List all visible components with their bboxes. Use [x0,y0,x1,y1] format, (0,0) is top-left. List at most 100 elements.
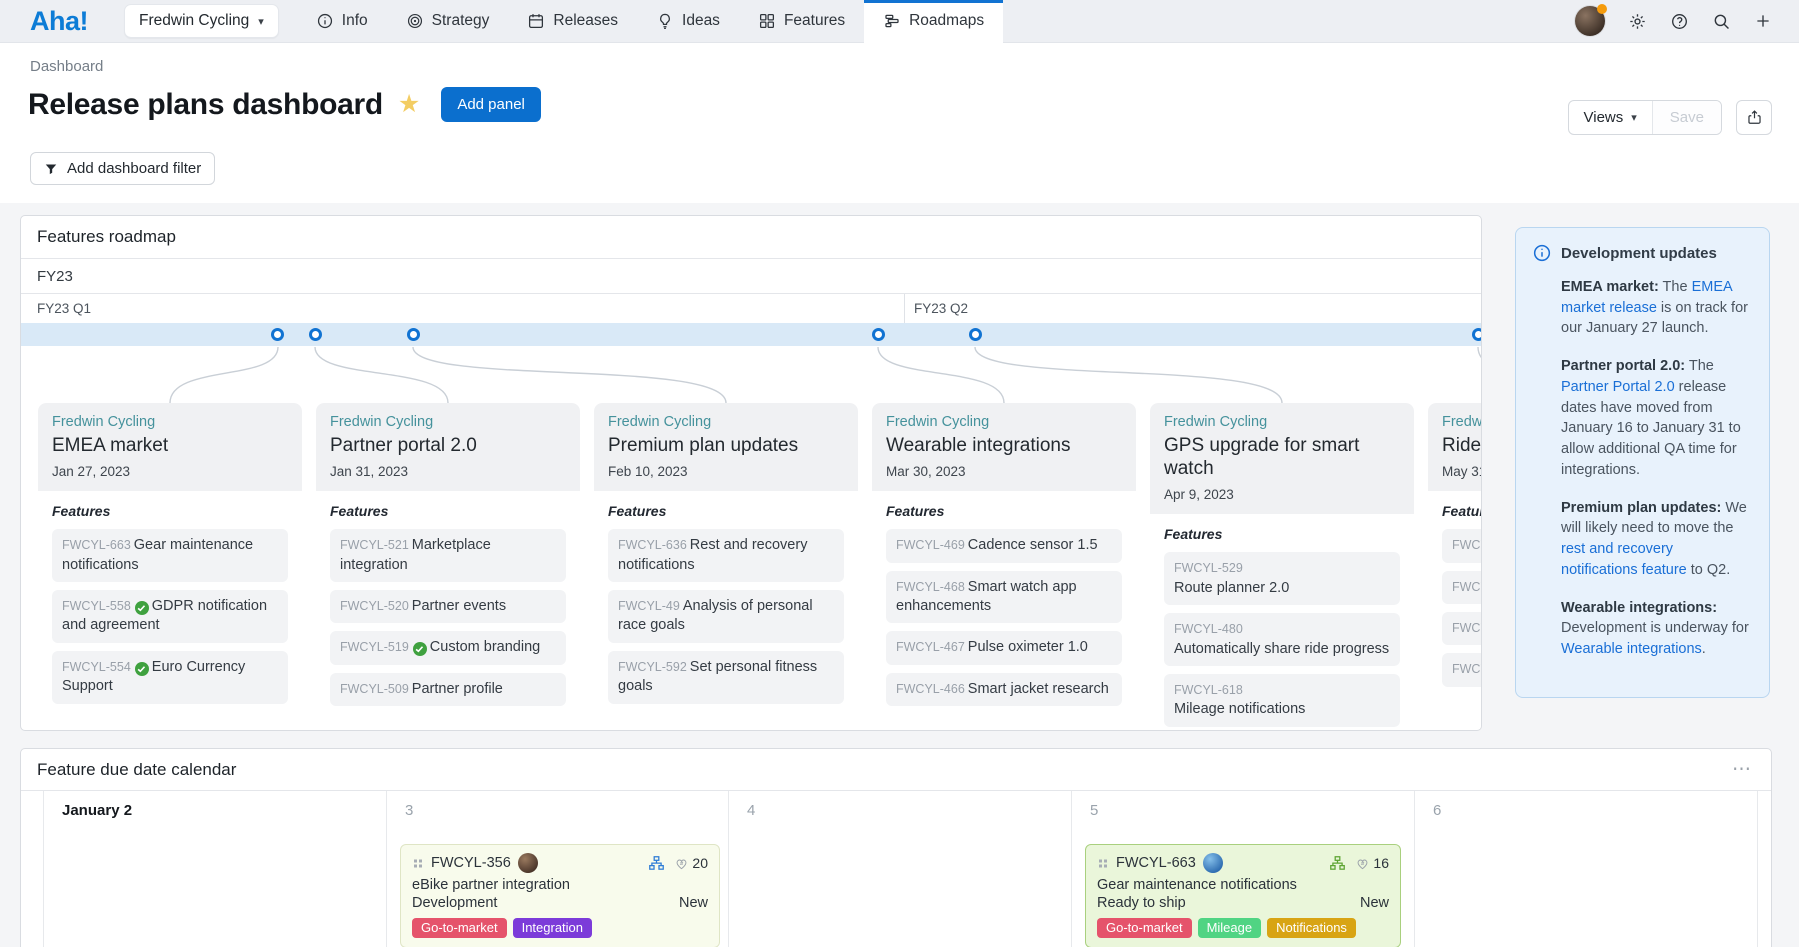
feature-name: Smart watch app enhancements [896,578,1077,615]
feature-item[interactable]: FWCYL-509 Partner profile [330,672,566,707]
feature-item[interactable]: FWCYL-520 Partner events [330,590,566,624]
feature-item[interactable]: FWCYL-558 GDPR notification and agreement [52,590,288,643]
nav-item-features[interactable]: Features [739,0,864,43]
release-name[interactable]: Premium plan updates [608,435,799,456]
update-text-segment: The [1658,279,1692,295]
milestone-marker[interactable] [969,328,982,341]
panel-menu-ellipsis-icon[interactable]: ⋯ [1732,759,1753,780]
feature-item[interactable]: FWCYL-529 Route planner 2.0 [1164,552,1400,606]
release-name[interactable]: EMEA market [52,435,169,456]
favorite-star-icon[interactable]: ★ [397,90,421,118]
sitemap-icon[interactable] [648,855,665,872]
release-name[interactable]: Partner portal 2.0 [330,435,477,456]
user-avatar[interactable] [1575,4,1607,36]
nav-item-roadmaps[interactable]: Roadmaps [864,0,1004,43]
save-button[interactable]: Save [1651,101,1721,134]
feature-item[interactable]: FWCYL-468 Smart watch app enhancements [886,570,1122,624]
release-project-link[interactable]: Fredwin Cycling [1164,414,1268,430]
release-card[interactable]: Fredwin Cycling Partner portal 2.0 Jan 3… [316,403,580,729]
add-panel-button[interactable]: Add panel [441,87,541,122]
feature-item[interactable]: FWCYL-467 Pulse oximeter 1.0 [886,631,1122,665]
plus-icon[interactable] [1754,12,1772,30]
tag-pill[interactable]: Integration [512,918,593,938]
update-text-segment: is on track for our January 27 launch. [1561,299,1748,337]
milestone-marker[interactable] [407,328,420,341]
feature-item[interactable]: FWCYL-6route [1442,529,1481,563]
status-badge: New [678,895,708,911]
release-name[interactable]: Rider [1442,435,1482,456]
release-project-link[interactable]: Fredwin Cycling [52,414,156,430]
aha-logo[interactable]: Aha! [30,5,89,36]
release-date: May 31, 2023 [1442,464,1481,480]
feature-item[interactable]: FWCYL-49 Analysis of personal race goals [608,590,844,643]
feature-item[interactable]: FWCYL-592 Set personal fitness goals [608,650,844,704]
feature-ref: FWCYL-592 [618,659,687,674]
fiscal-year-row: FY23 [21,259,1481,294]
release-project-link[interactable]: Fredwin Cycling [330,414,434,430]
calendar-feature-card[interactable]: FWCYL-663 16 Gear maintenance notificati… [1085,844,1401,947]
lightbulb-icon [656,12,674,30]
tag-pill[interactable]: Mileage [1197,918,1262,938]
assignee-avatar[interactable] [517,853,538,873]
tag-pill[interactable]: Notifications [1267,918,1356,938]
release-project-link[interactable]: Fredwin Cycling [1442,414,1482,430]
drag-handle-icon[interactable] [412,857,424,869]
feature-item[interactable]: FWCYL-466 Smart jacket research [886,672,1122,707]
views-dropdown[interactable]: Views ▾ [1569,101,1652,134]
release-card[interactable]: Fredwin Cycling EMEA market Jan 27, 2023… [38,403,302,729]
nav-item-strategy[interactable]: Strategy [387,0,509,43]
tag-pill[interactable]: Go-to-market [412,918,507,938]
feature-item[interactable]: FWCYL-521 Marketplace integration [330,529,566,583]
nav-label: Strategy [431,12,490,29]
milestone-marker[interactable] [1472,328,1481,341]
feature-ref[interactable]: FWCYL-663 [1116,855,1196,871]
milestone-marker[interactable] [271,328,284,341]
feature-item[interactable]: FWCYL-6obstac [1442,570,1481,605]
quarters-row: FY23 Q1 FY23 Q2 [21,294,1481,323]
feature-name: Custom branding [429,639,541,656]
release-card[interactable]: Fredwin Cycling Wearable integrations Ma… [872,403,1136,729]
breadcrumb[interactable]: Dashboard [30,58,104,75]
assignee-avatar[interactable] [1202,853,1223,873]
release-card[interactable]: Fredwin Cycling Rider May 31, 2023 Featu… [1428,403,1482,729]
feature-item[interactable]: FWCYL-469 Cadence sensor 1.5 [886,529,1122,563]
tag-pill[interactable]: Go-to-market [1097,918,1192,938]
update-paragraph: EMEA market: The EMEA market release is … [1561,277,1753,339]
gear-icon[interactable] [1628,12,1647,31]
release-card[interactable]: Fredwin Cycling Premium plan updates Feb… [594,403,858,729]
feature-item[interactable]: FWCYL-6high he [1442,612,1481,646]
share-button[interactable] [1736,100,1772,135]
nav-item-info[interactable]: Info [297,0,387,43]
feature-list: FWCYL-636 Rest and recovery notifications… [608,529,844,704]
feature-item[interactable]: FWCYL-6 [1442,653,1481,687]
add-dashboard-filter-button[interactable]: Add dashboard filter [30,152,216,185]
feature-item[interactable]: FWCYL-618 Mileage notifications [1164,674,1400,727]
calendar-icon [527,12,545,30]
search-icon[interactable] [1712,12,1731,31]
release-card[interactable]: Fredwin Cycling GPS upgrade for smart wa… [1150,403,1414,729]
help-icon[interactable] [1670,12,1689,31]
release-project-link[interactable]: Fredwin Cycling [608,414,712,430]
feature-item[interactable]: FWCYL-636 Rest and recovery notifications [608,529,844,583]
dashboard-content: Features roadmap FY23 FY23 Q1 FY23 Q2 [0,203,1799,947]
feature-name: Automatically share ride progress [1174,640,1390,657]
release-name[interactable]: GPS upgrade for smart watch [1164,435,1360,480]
update-text-segment: Partner portal 2.0: [1561,358,1686,375]
sitemap-icon[interactable] [1329,855,1346,872]
drag-handle-icon[interactable] [1097,857,1109,869]
release-project-link[interactable]: Fredwin Cycling [886,414,990,430]
feature-item[interactable]: FWCYL-480 Automatically share ride progre… [1164,613,1400,667]
release-name[interactable]: Wearable integrations [886,435,1071,456]
feature-item[interactable]: FWCYL-554 Euro Currency Support [52,650,288,704]
feature-item[interactable]: FWCYL-663 Gear maintenance notifications [52,529,288,583]
workspace-selector[interactable]: Fredwin Cycling ▾ [124,4,279,38]
nav-item-releases[interactable]: Releases [508,0,637,43]
milestone-marker[interactable] [872,328,885,341]
milestone-marker[interactable] [309,328,322,341]
feature-name: Euro Currency Support [62,658,246,695]
feature-item[interactable]: FWCYL-519 Custom branding [330,631,566,665]
feature-ref[interactable]: FWCYL-356 [431,855,511,871]
nav-item-ideas[interactable]: Ideas [637,0,739,43]
update-text-segment: EMEA market release [1561,279,1732,316]
calendar-feature-card[interactable]: FWCYL-356 20 eBike partner integration [400,844,720,947]
